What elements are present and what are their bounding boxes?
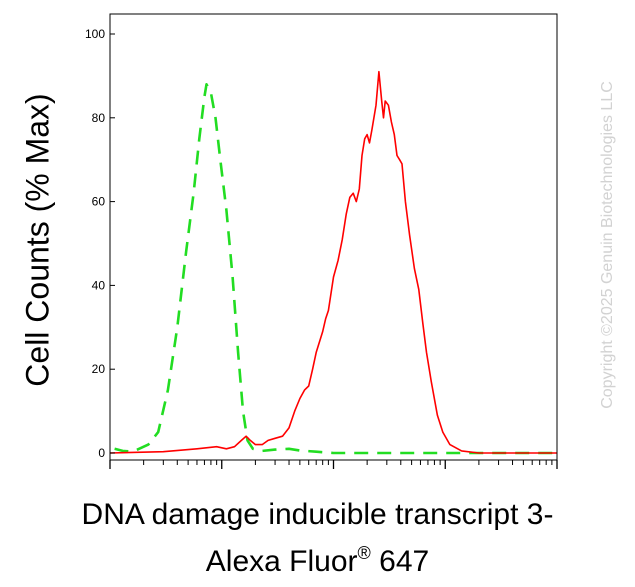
x-axis-title-line2-suffix: 647 [370,545,430,578]
plot-frame [109,13,558,461]
y-tick-label: 60 [92,195,106,209]
y-axis: 0 20 40 60 80 100 [85,27,115,460]
x-axis-title-line2-prefix: Alexa Fluor [205,545,358,578]
y-tick-label: 40 [92,278,106,292]
y-tick-label: 20 [92,362,106,376]
registered-mark: ® [357,543,371,563]
series-line-control [114,83,557,455]
y-tick-label: 80 [92,111,106,125]
plot-series-layer [109,70,557,455]
y-tick-label: 0 [98,446,105,460]
copyright-watermark: Copyright ©2025 Genuin Biotechnologies L… [599,81,616,409]
x-axis [109,460,558,469]
y-axis-title: Cell Counts (% Max) [19,93,56,387]
x-axis-title: DNA damage inducible transcript 3- Alexa… [0,496,635,581]
x-axis-title-line2: Alexa Fluor® 647 [0,534,635,581]
y-tick-label: 100 [85,27,105,41]
x-axis-title-line1: DNA damage inducible transcript 3- [81,498,554,531]
series-line-stained [109,70,557,454]
